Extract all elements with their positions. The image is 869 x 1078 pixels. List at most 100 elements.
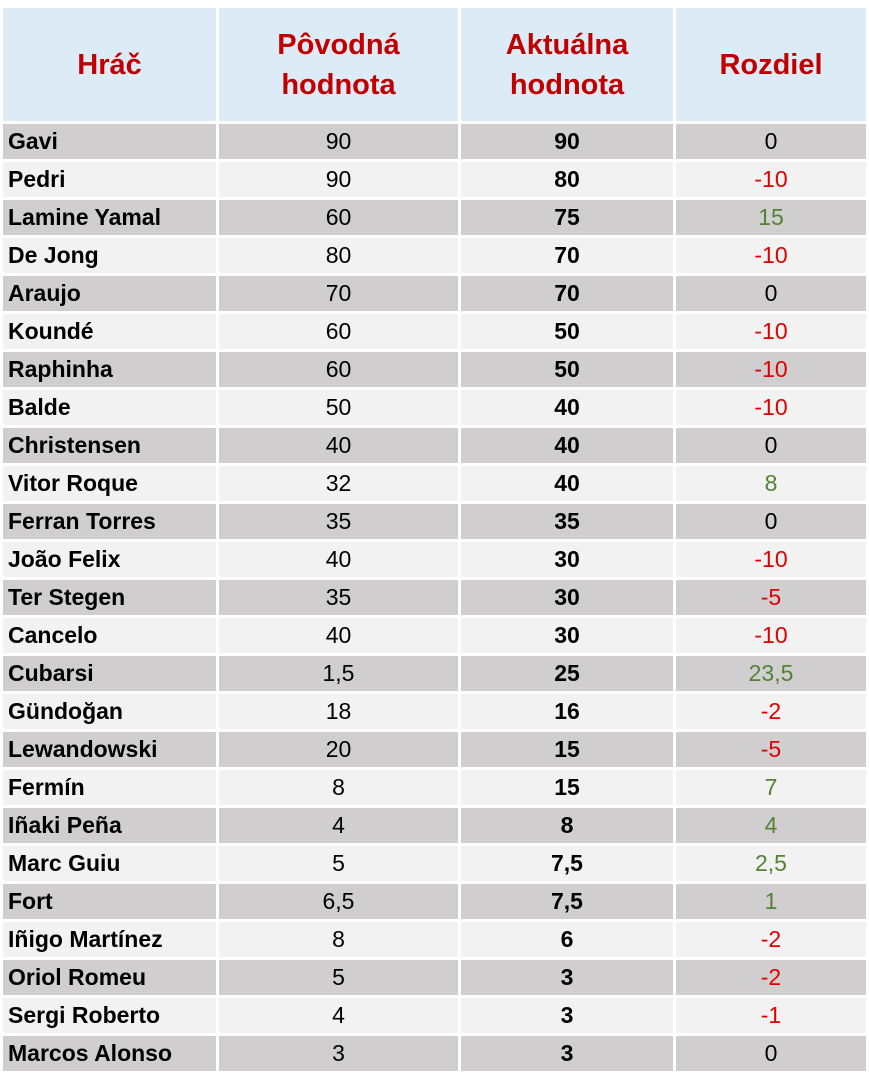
player-name: Christensen: [3, 428, 216, 463]
player-name: Fort: [3, 884, 216, 919]
player-name: Lamine Yamal: [3, 200, 216, 235]
player-name: Iñigo Martínez: [3, 922, 216, 957]
current-value: 70: [461, 276, 673, 311]
table-row: Christensen 40 40 0: [3, 428, 866, 463]
player-name: Gündoğan: [3, 694, 216, 729]
current-value: 50: [461, 352, 673, 387]
player-name: Iñaki Peña: [3, 808, 216, 843]
original-value: 60: [219, 314, 458, 349]
original-value: 50: [219, 390, 458, 425]
current-value: 8: [461, 808, 673, 843]
original-value: 90: [219, 162, 458, 197]
difference: -10: [676, 314, 866, 349]
difference: -2: [676, 694, 866, 729]
original-value: 40: [219, 618, 458, 653]
column-header: Rozdiel: [676, 8, 866, 121]
difference: 8: [676, 466, 866, 501]
original-value: 8: [219, 922, 458, 957]
original-value: 4: [219, 998, 458, 1033]
current-value: 80: [461, 162, 673, 197]
current-value: 70: [461, 238, 673, 273]
table-row: Pedri 90 80 -10: [3, 162, 866, 197]
player-name: Cancelo: [3, 618, 216, 653]
table-row: Raphinha 60 50 -10: [3, 352, 866, 387]
value-table: Hráč Pôvodná hodnota Aktuálna hodnota Rozdi…: [0, 5, 869, 1074]
original-value: 6,5: [219, 884, 458, 919]
table-row: Araujo 70 70 0: [3, 276, 866, 311]
original-value: 80: [219, 238, 458, 273]
difference: 4: [676, 808, 866, 843]
table-row: Cancelo 40 30 -10: [3, 618, 866, 653]
player-name: Oriol Romeu: [3, 960, 216, 995]
table-row: Ter Stegen 35 30 -5: [3, 580, 866, 615]
table-row: Balde 50 40 -10: [3, 390, 866, 425]
difference: 15: [676, 200, 866, 235]
difference: -5: [676, 580, 866, 615]
difference: 0: [676, 124, 866, 159]
original-value: 20: [219, 732, 458, 767]
player-name: Raphinha: [3, 352, 216, 387]
player-name: Araujo: [3, 276, 216, 311]
current-value: 75: [461, 200, 673, 235]
difference: -1: [676, 998, 866, 1033]
original-value: 4: [219, 808, 458, 843]
difference: 0: [676, 428, 866, 463]
player-name: Marcos Alonso: [3, 1036, 216, 1071]
current-value: 16: [461, 694, 673, 729]
table-row: Oriol Romeu 5 3 -2: [3, 960, 866, 995]
player-name: Sergi Roberto: [3, 998, 216, 1033]
player-name: Koundé: [3, 314, 216, 349]
table-row: Lewandowski 20 15 -5: [3, 732, 866, 767]
original-value: 60: [219, 200, 458, 235]
column-header: Hráč: [3, 8, 216, 121]
current-value: 40: [461, 466, 673, 501]
player-name: João Felix: [3, 542, 216, 577]
difference: 1: [676, 884, 866, 919]
difference: 2,5: [676, 846, 866, 881]
difference: 0: [676, 504, 866, 539]
difference: -10: [676, 352, 866, 387]
header-row: Hráč Pôvodná hodnota Aktuálna hodnota Rozdi…: [3, 8, 866, 121]
current-value: 30: [461, 542, 673, 577]
table-row: Iñaki Peña 4 8 4: [3, 808, 866, 843]
current-value: 3: [461, 960, 673, 995]
table-row: Marc Guiu 5 7,5 2,5: [3, 846, 866, 881]
player-name: De Jong: [3, 238, 216, 273]
table-row: De Jong 80 70 -10: [3, 238, 866, 273]
player-name: Marc Guiu: [3, 846, 216, 881]
table-row: João Felix 40 30 -10: [3, 542, 866, 577]
current-value: 90: [461, 124, 673, 159]
table-row: Fort 6,5 7,5 1: [3, 884, 866, 919]
original-value: 1,5: [219, 656, 458, 691]
difference: -10: [676, 542, 866, 577]
column-header: Pôvodná hodnota: [219, 8, 458, 121]
table-row: Gündoğan 18 16 -2: [3, 694, 866, 729]
original-value: 18: [219, 694, 458, 729]
difference: 7: [676, 770, 866, 805]
original-value: 35: [219, 504, 458, 539]
original-value: 5: [219, 846, 458, 881]
difference: 0: [676, 1036, 866, 1071]
current-value: 15: [461, 732, 673, 767]
current-value: 30: [461, 580, 673, 615]
current-value: 3: [461, 1036, 673, 1071]
table-row: Ferran Torres 35 35 0: [3, 504, 866, 539]
player-name: Cubarsi: [3, 656, 216, 691]
current-value: 7,5: [461, 846, 673, 881]
current-value: 40: [461, 428, 673, 463]
original-value: 40: [219, 542, 458, 577]
current-value: 50: [461, 314, 673, 349]
original-value: 60: [219, 352, 458, 387]
original-value: 70: [219, 276, 458, 311]
original-value: 5: [219, 960, 458, 995]
current-value: 40: [461, 390, 673, 425]
table-row: Gavi 90 90 0: [3, 124, 866, 159]
difference: -10: [676, 390, 866, 425]
difference: -2: [676, 960, 866, 995]
player-name: Pedri: [3, 162, 216, 197]
original-value: 35: [219, 580, 458, 615]
column-header: Aktuálna hodnota: [461, 8, 673, 121]
current-value: 25: [461, 656, 673, 691]
difference: -10: [676, 238, 866, 273]
